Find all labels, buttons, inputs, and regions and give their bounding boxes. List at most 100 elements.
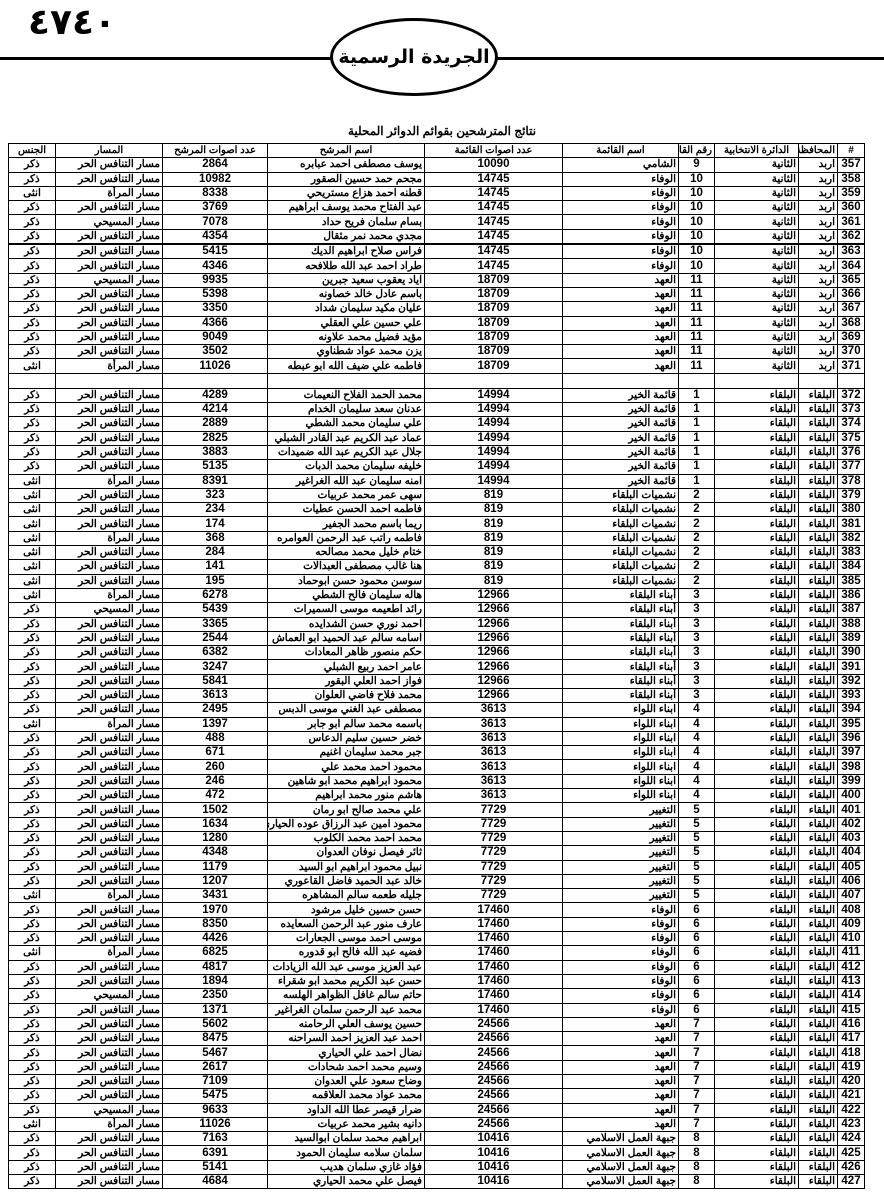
cell-list-number: 10 — [678, 200, 715, 216]
cell-list-votes: 14745 — [424, 228, 563, 245]
cell-list-name: الشامي — [562, 157, 679, 173]
cell-list-votes: 24566 — [424, 1059, 563, 1076]
cell-list-votes: 7729 — [424, 873, 563, 890]
cell-row-number: 390 — [837, 645, 865, 661]
cell-candidate-votes: 4817 — [162, 959, 268, 975]
cell-gender: ذكر — [8, 1016, 56, 1033]
cell-list-name: نشميات البلقاء — [562, 573, 679, 589]
cell-gender: ذكر — [8, 315, 56, 331]
cell-row-number: 426 — [837, 1159, 865, 1176]
cell-list-number: 3 — [678, 659, 715, 675]
cell-row-number: 417 — [837, 1031, 865, 1047]
cell-list-votes: 7729 — [424, 816, 563, 832]
cell-district: البلقاء — [714, 959, 799, 975]
cell-governorate: البلقاء — [798, 444, 838, 461]
cell-candidate-name: محمد عبد الرحمن سلمان الغراغير — [267, 1002, 425, 1018]
cell-list-number: 10 — [678, 185, 715, 202]
cell-district: البلقاء — [714, 545, 799, 561]
table-title: نتائج المترشحين بقوائم الدوائر المحلية — [347, 124, 537, 138]
table-row: 381 البلقاء البلقاء 2 نشميات البلقاء 819 ريما … — [8, 516, 865, 532]
cell-list-votes: 14745 — [424, 243, 563, 260]
table-row: 414 البلقاء البلقاء 6 الوفاء 17460 حاتم سالم غ… — [8, 988, 865, 1004]
table-row: 366 اربد الثانية 11 العهد 18709 باسم عادل خالد… — [8, 286, 865, 303]
cell-list-name: نشميات البلقاء — [562, 545, 679, 561]
cell-gender: ذكر — [8, 759, 56, 775]
cell-candidate-name: فراس صلاح ابراهيم الديك — [267, 243, 425, 260]
table-row: 427 البلقاء البلقاء 8 جبهة العمل الاسلامي 104… — [8, 1174, 865, 1190]
cell-list-name: الوفاء — [562, 916, 679, 933]
cell-track: مسار التنافس الحر — [55, 243, 163, 260]
cell-district: البلقاء — [714, 902, 799, 918]
cell-governorate: البلقاء — [798, 1174, 838, 1190]
cell-list-votes: 14994 — [424, 473, 563, 489]
cell-list-number: 5 — [678, 802, 715, 818]
cell-gender: انثى — [8, 358, 56, 374]
cell-gender: ذكر — [8, 402, 56, 418]
table-row: 400 البلقاء البلقاء 4 ابناء اللواء 3613 هاشم م… — [8, 788, 865, 804]
cell-governorate: البلقاء — [798, 587, 838, 604]
cell-candidate-votes: 5141 — [162, 1159, 268, 1176]
column-header-candidate-name: اسم المرشح — [267, 142, 425, 159]
cell-list-votes: 18709 — [424, 315, 563, 331]
column-header-district: الدائرة الانتخابية — [714, 142, 799, 159]
table-row: 361 اربد الثانية 10 الوفاء 14745 بسام سلمان فر… — [8, 214, 865, 230]
cell-gender: ذكر — [8, 873, 56, 890]
cell-candidate-name: علي حسين علي العقلي — [267, 315, 425, 331]
cell-list-number: 3 — [678, 602, 715, 618]
cell-candidate-votes: 8475 — [162, 1031, 268, 1047]
cell-candidate-name: فاطمه علي ضيف الله ابو عبطه — [267, 358, 425, 374]
cell-row-number: 380 — [837, 502, 865, 518]
cell-row-number: 357 — [837, 157, 865, 173]
cell-list-number: 6 — [678, 931, 715, 947]
cell-gender: ذكر — [8, 673, 56, 689]
cell-row-number: 375 — [837, 430, 865, 446]
cell-district: البلقاء — [714, 402, 799, 418]
cell-district: البلقاء — [714, 1131, 799, 1147]
cell-list-name: قائمة الخير — [562, 430, 679, 446]
cell-governorate: البلقاء — [798, 416, 838, 432]
cell-row-number: 400 — [837, 788, 865, 804]
cell-list-votes: 3613 — [424, 745, 563, 761]
cell-candidate-name: نضال احمد علي الحياري — [267, 1045, 425, 1061]
cell-district: البلقاء — [714, 745, 799, 761]
cell-list-number: 2 — [678, 559, 715, 575]
cell-list-votes: 7729 — [424, 802, 563, 818]
cell-list-number: 10 — [678, 243, 715, 260]
cell-candidate-votes: 6278 — [162, 587, 268, 604]
cell-candidate-votes: 234 — [162, 502, 268, 518]
cell-list-name: التغيير — [562, 888, 679, 904]
empty-cell — [714, 372, 799, 389]
cell-gender: انثى — [8, 1116, 56, 1133]
cell-district: الثانية — [714, 185, 799, 202]
cell-governorate: اربد — [798, 243, 838, 260]
cell-district: الثانية — [714, 286, 799, 303]
cell-list-number: 2 — [678, 502, 715, 518]
empty-cell — [798, 372, 838, 389]
table-row: 419 البلقاء البلقاء 7 العهد 24566 وسيم محمد اح… — [8, 1059, 865, 1076]
cell-candidate-votes: 8391 — [162, 473, 268, 489]
cell-governorate: البلقاء — [798, 902, 838, 918]
cell-track: مسار التنافس الحر — [55, 1031, 163, 1047]
cell-candidate-name: سهى عمر محمد عربيات — [267, 487, 425, 504]
cell-list-name: الوفاء — [562, 988, 679, 1004]
cell-track: مسار التنافس الحر — [55, 659, 163, 675]
cell-list-votes: 10416 — [424, 1159, 563, 1176]
cell-candidate-name: عارف منور عبد الرحمن السعايده — [267, 916, 425, 933]
cell-list-number: 10 — [678, 228, 715, 245]
cell-gender: ذكر — [8, 1045, 56, 1061]
cell-district: البلقاء — [714, 1031, 799, 1047]
cell-gender: ذكر — [8, 845, 56, 861]
gazette-name: الجريدة الرسمية — [338, 46, 490, 68]
cell-list-votes: 819 — [424, 545, 563, 561]
cell-track: مسار المسيحي — [55, 988, 163, 1004]
cell-gender: ذكر — [8, 258, 56, 274]
table-row: 398 البلقاء البلقاء 4 ابناء اللواء 3613 محمود … — [8, 759, 865, 775]
cell-list-number: 6 — [678, 988, 715, 1004]
table-row: 382 البلقاء البلقاء 2 نشميات البلقاء 819 فاطمه… — [8, 530, 865, 547]
cell-row-number: 386 — [837, 587, 865, 604]
cell-track: مسار التنافس الحر — [55, 788, 163, 804]
cell-district: الثانية — [714, 171, 799, 187]
empty-cell — [678, 372, 715, 389]
cell-row-number: 368 — [837, 315, 865, 331]
